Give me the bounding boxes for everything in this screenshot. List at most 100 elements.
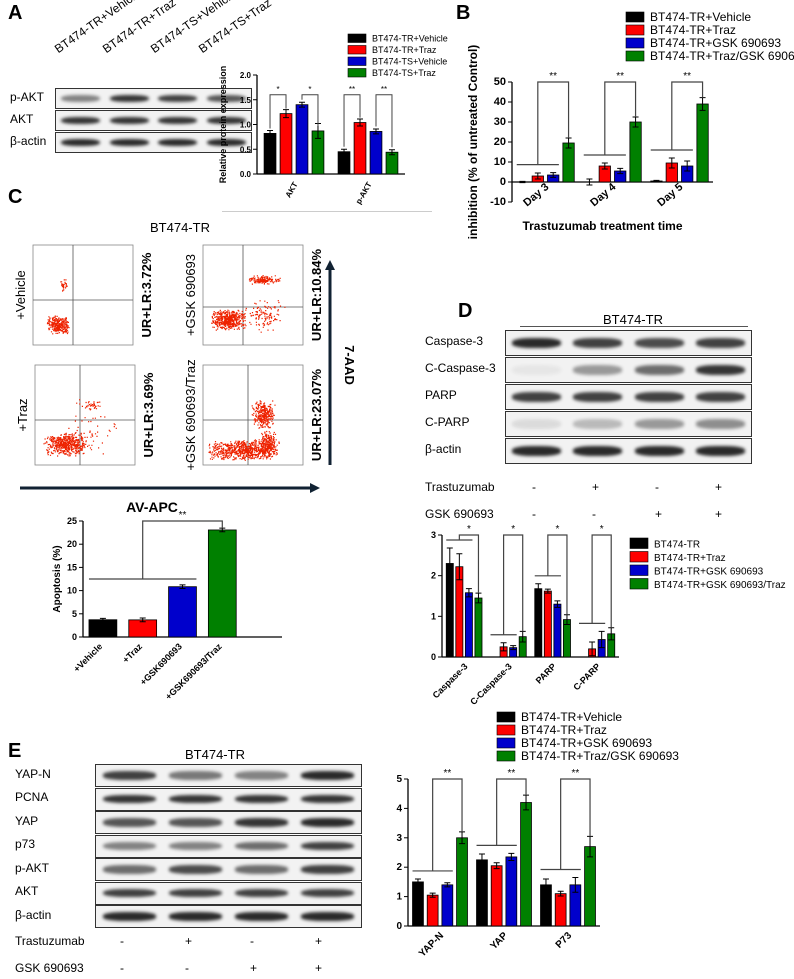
significance-label: **: [683, 71, 691, 82]
legend-label: BT474-TS+Vehicle: [372, 57, 447, 67]
flow-percent-label: UR+LR:10.84%: [309, 249, 324, 342]
bar: [279, 113, 293, 175]
x-tick-label: Caspase-3: [431, 661, 470, 700]
x-tick-label: C-PARP: [571, 661, 602, 692]
bar: [505, 856, 518, 927]
blot-strip: [95, 881, 362, 905]
treatment-mark: -: [592, 507, 596, 521]
bar: [456, 837, 468, 927]
error-bar: [563, 614, 570, 625]
y-tick-label: 1.5: [240, 96, 252, 105]
bar: [520, 802, 532, 927]
blot-band: [301, 818, 355, 827]
blot-band: [235, 818, 289, 827]
error-bar: [429, 892, 436, 898]
blot-band: [158, 94, 198, 103]
bar: [88, 619, 118, 638]
blot-strip: [95, 811, 362, 834]
legend-label: BT474-TR+Traz: [372, 45, 437, 55]
error-bar: [444, 882, 451, 888]
significance-label: **: [507, 768, 515, 779]
blot-row-label: β-actin: [10, 133, 47, 148]
error-bar: [550, 172, 557, 178]
blot-row-label: YAP: [15, 813, 39, 828]
legend-swatch: [347, 45, 367, 55]
blot-band: [634, 338, 684, 348]
treatment-mark: +: [250, 961, 258, 975]
flow-condition-label: +GSK 690693/Traz: [183, 359, 198, 470]
blot-band: [235, 888, 289, 898]
legend-label: BT474-TS+Traz: [372, 68, 436, 78]
blot-band: [168, 888, 222, 898]
treatment-mark: +: [715, 480, 723, 494]
blot-band: [573, 419, 623, 429]
bar: [426, 894, 439, 927]
bar: [563, 619, 571, 658]
y-tick-label: 30: [494, 116, 506, 128]
y-tick-label: 2: [396, 862, 402, 873]
blot-band: [695, 365, 745, 375]
x-tick-label: +Traz: [121, 641, 145, 665]
significance-bracket: [343, 94, 361, 147]
y-tick-label: 0: [431, 652, 436, 662]
blot-row-label: PARP: [425, 388, 457, 402]
legend-label: BT474-TR+Vehicle: [521, 710, 622, 724]
legend-swatch: [347, 68, 367, 78]
legend-swatch: [629, 564, 649, 576]
bar: [476, 859, 488, 927]
bar: [464, 592, 473, 658]
significance-label: *: [600, 524, 604, 535]
blot-band: [235, 912, 289, 921]
divider: [222, 211, 432, 212]
bar: [562, 142, 575, 183]
chart-e: [404, 711, 600, 927]
title-underline: [520, 326, 748, 327]
y-tick-label: 0.0: [240, 170, 252, 179]
blot-strip: [505, 330, 752, 356]
error-bar: [542, 878, 549, 892]
blot-band: [102, 865, 156, 874]
legend-swatch: [496, 737, 516, 749]
treatment-mark: +: [315, 961, 323, 975]
error-bar: [139, 617, 146, 623]
y-tick-label: 20: [67, 539, 77, 549]
panel-label-d: D: [458, 300, 473, 322]
plot-frame: [202, 364, 304, 466]
treatment-mark: -: [655, 480, 659, 494]
bar: [353, 122, 367, 175]
x-tick-label: YAP: [488, 930, 510, 952]
blot-strip: [95, 858, 362, 881]
x-tick-label: PARP: [534, 661, 558, 685]
significance-label: **: [571, 768, 579, 779]
plot-frame: [34, 364, 136, 466]
panel-label-b: B: [456, 2, 471, 24]
significance-bracket: [412, 778, 463, 872]
error-bar: [535, 583, 542, 595]
y-tick-label: 3: [431, 530, 436, 540]
bar: [369, 131, 383, 175]
y-tick-label: 0.5: [240, 145, 252, 154]
error-bar: [519, 180, 526, 184]
x-tick-label: C-Caspase-3: [468, 661, 514, 707]
blot-band: [235, 865, 289, 874]
blot-band: [102, 771, 156, 780]
blot-band: [109, 116, 149, 125]
blot-band: [512, 446, 562, 456]
significance-bracket: [540, 778, 591, 871]
y-tick-label: 1: [431, 611, 436, 621]
treatment-mark: -: [250, 934, 254, 948]
error-bar: [478, 853, 485, 867]
legend-swatch: [625, 37, 645, 49]
flow-plot: [34, 364, 136, 466]
significance-label: **: [381, 85, 387, 94]
bar: [295, 104, 309, 175]
blot-band: [168, 771, 222, 780]
legend-swatch: [347, 33, 367, 43]
bar: [629, 121, 642, 183]
blot-band: [60, 116, 100, 125]
error-bar: [508, 852, 515, 861]
significance-label: **: [549, 71, 557, 82]
bar: [553, 603, 562, 658]
error-bar: [617, 167, 624, 175]
